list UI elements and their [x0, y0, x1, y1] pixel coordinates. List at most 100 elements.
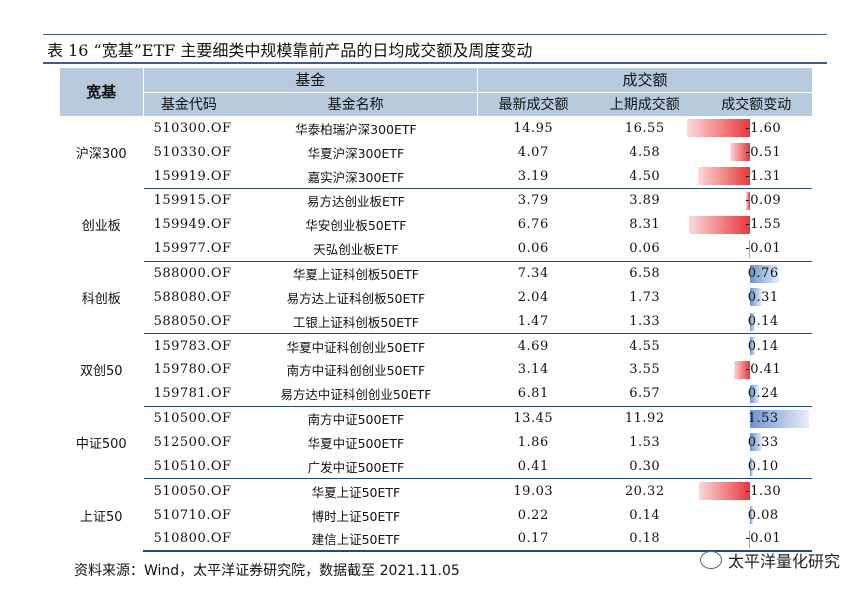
previous-cell: 4.50 — [589, 164, 701, 190]
code-cell: 510510.OF — [143, 454, 235, 480]
category-cell: 科创板 — [60, 261, 144, 334]
change-value: -1.55 — [745, 217, 782, 233]
previous-cell: 0.14 — [629, 507, 661, 523]
latest-cell: 0.06 — [477, 236, 589, 262]
latest-cell: 0.41 — [477, 454, 589, 480]
category-cell: 上证50 — [60, 478, 144, 552]
change-cell: -0.09 — [700, 189, 812, 213]
change-bar — [749, 457, 754, 476]
latest-cell: 6.76 — [517, 217, 549, 233]
change-cell: -1.31 — [698, 164, 812, 190]
latest-cell: 3.19 — [477, 164, 589, 190]
table-row: 159919.OF 嘉实沪深300ETF 3.19 4.50 -1.31 — [60, 164, 812, 190]
change-value: 0.14 — [747, 313, 779, 329]
table-row: 159949.OF 华安创业板50ETF 6.76 8.31 -1.55 — [60, 213, 812, 237]
previous-cell: 11.92 — [624, 411, 665, 427]
name-cell: 建信上证50ETF — [234, 527, 478, 553]
change-value: -1.31 — [745, 168, 782, 184]
code-cell: 159915.OF — [153, 193, 232, 209]
name-cell: 工银上证科创板50ETF — [234, 309, 478, 335]
code-cell: 159781.OF — [143, 382, 235, 407]
previous-cell: 3.89 — [629, 193, 661, 209]
previous-cell: 3.55 — [629, 362, 661, 378]
previous-cell: 6.58 — [629, 265, 661, 281]
change-value: 0.10 — [747, 458, 779, 474]
change-cell: -1.55 — [689, 213, 812, 237]
name-cell: 华安创业板50ETF — [305, 218, 407, 234]
change-value: -0.09 — [745, 193, 782, 209]
change-cell: 0.14 — [700, 309, 812, 335]
latest-cell: 2.04 — [517, 289, 549, 305]
name-header: 基金名称 — [234, 92, 478, 116]
change-bar — [749, 409, 810, 428]
code-cell: 588050.OF — [143, 309, 235, 335]
latest-cell: 0.22 — [517, 507, 549, 523]
change-bar — [749, 385, 759, 404]
change-value: 0.33 — [747, 435, 779, 451]
change-bar — [749, 433, 763, 452]
change-bar — [749, 312, 755, 331]
category-cell: 沪深300 — [60, 116, 144, 189]
code-cell: 510500.OF — [153, 411, 232, 427]
latest-cell: 19.03 — [513, 483, 554, 499]
broad-header: 宽基 — [60, 68, 144, 117]
latest-cell: 4.07 — [517, 144, 549, 160]
table-title: 表 16 “宽基”ETF 主要细类中规模靠前产品的日均成交额及周度变动 — [43, 34, 827, 64]
change-cell: 0.33 — [700, 430, 812, 454]
table-row: 588080.OF 易方达上证科创板50ETF 2.04 1.73 0.31 — [60, 285, 812, 309]
change-value: -0.41 — [745, 362, 782, 378]
name-cell: 华夏中证500ETF — [307, 436, 405, 452]
code-cell: 159919.OF — [143, 164, 235, 190]
previous-cell: 4.58 — [629, 144, 661, 160]
change-cell: 0.14 — [700, 334, 812, 358]
previous-cell: 16.55 — [624, 120, 665, 136]
category-cell: 创业板 — [60, 188, 144, 262]
watermark-text: 太平洋量化研究 — [727, 552, 840, 571]
fund-group-header: 基金 — [143, 68, 478, 93]
change-cell: 1.53 — [700, 406, 812, 430]
change-value: -0.01 — [745, 531, 782, 547]
code-cell: 159783.OF — [153, 338, 232, 354]
change-bar — [698, 167, 750, 186]
source-note: 资料来源：Wind，太平洋证券研究院，数据截至 2021.11.05 — [74, 563, 460, 579]
previous-cell: 8.31 — [629, 217, 661, 233]
code-cell: 159977.OF — [143, 236, 235, 262]
code-cell: 588000.OF — [153, 265, 232, 281]
change-cell: -0.01 — [700, 236, 812, 262]
code-cell: 510330.OF — [153, 144, 232, 160]
code-cell: 510050.OF — [153, 483, 232, 499]
code-cell: 512500.OF — [153, 435, 232, 451]
name-cell: 嘉实沪深300ETF — [234, 164, 478, 190]
etf-volume-table: 宽基 基金 成交额 基金代码 基金名称 最新成交额 上期成交额 成交额变动 沪深… — [60, 68, 812, 553]
code-cell: 510800.OF — [143, 527, 235, 553]
change-cell: 0.10 — [700, 454, 812, 480]
name-cell: 华夏上证50ETF — [311, 484, 401, 500]
change-cell: -1.30 — [698, 479, 812, 503]
change-bar — [687, 119, 750, 137]
table-row: 510510.OF 广发中证500ETF 0.41 0.30 0.10 — [60, 454, 812, 480]
previous-cell: 0.06 — [589, 236, 701, 262]
previous-header: 上期成交额 — [589, 92, 701, 116]
table-row: 512500.OF 华夏中证500ETF 1.86 1.53 0.33 — [60, 430, 812, 454]
name-cell: 南方中证科创创业50ETF — [286, 363, 426, 379]
latest-cell: 1.86 — [517, 435, 549, 451]
previous-cell: 4.55 — [629, 338, 661, 354]
change-value: -1.30 — [745, 483, 782, 499]
category-cell: 中证500 — [60, 406, 144, 479]
table-row: 创业板 159915.OF 易方达创业板ETF 3.79 3.89 -0.09 — [60, 188, 812, 262]
previous-cell: 6.57 — [589, 382, 701, 407]
change-value: -0.51 — [745, 144, 782, 160]
change-cell: -0.01 — [700, 527, 812, 553]
change-value: 0.24 — [747, 386, 779, 402]
change-bar — [749, 288, 762, 307]
table-row: 159977.OF 天弘创业板ETF 0.06 0.06 -0.01 — [60, 236, 812, 262]
table-row: 510800.OF 建信上证50ETF 0.17 0.18 -0.01 — [60, 527, 812, 553]
latest-cell: 7.34 — [517, 265, 549, 281]
previous-cell: 0.18 — [589, 527, 701, 553]
change-bar — [749, 264, 780, 283]
previous-cell: 1.33 — [589, 309, 701, 335]
table-row: 科创板 588000.OF 华夏上证科创板50ETF 7.34 6.58 0.76 — [60, 261, 812, 334]
previous-cell: 1.73 — [629, 289, 661, 305]
latest-cell: 4.69 — [517, 338, 549, 354]
code-cell: 510710.OF — [153, 507, 232, 523]
